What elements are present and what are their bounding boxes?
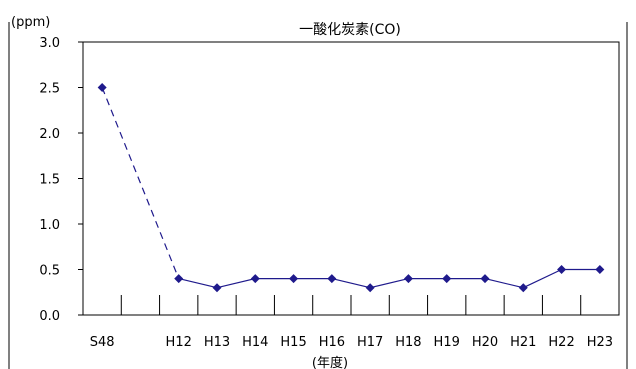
data-point-marker xyxy=(518,283,528,293)
x-tick-label: H15 xyxy=(280,335,306,350)
series-line-segment xyxy=(484,278,524,289)
y-tick-label: 2.5 xyxy=(39,82,60,97)
x-tick-label: H14 xyxy=(242,335,268,350)
x-tick-label: S48 xyxy=(90,335,115,350)
data-point-marker xyxy=(327,274,337,284)
y-tick-label: 3.0 xyxy=(39,36,60,51)
data-point-marker xyxy=(442,274,452,284)
data-point-marker xyxy=(595,265,605,274)
series-lines xyxy=(101,87,600,289)
y-tick-label: 2.0 xyxy=(39,127,60,142)
x-tick-label: H17 xyxy=(357,335,383,350)
data-point-marker xyxy=(365,283,375,293)
x-tick-label: H16 xyxy=(319,335,345,350)
series-line-segment xyxy=(370,278,409,289)
data-point-marker xyxy=(557,265,567,274)
plot-area-frame xyxy=(82,41,620,316)
series-line-segment xyxy=(331,278,371,289)
y-axis-unit-label: (ppm) xyxy=(11,15,50,30)
y-tick-label: 1.0 xyxy=(39,218,60,233)
series-line-segment xyxy=(216,278,256,289)
data-point-marker xyxy=(480,274,490,284)
series-markers xyxy=(97,83,605,293)
data-point-marker xyxy=(212,283,222,293)
x-tick-label: H19 xyxy=(434,335,460,350)
x-tick-label: H12 xyxy=(166,335,192,350)
x-axis-label: (年度) xyxy=(312,355,348,369)
x-tick-label: H20 xyxy=(472,335,498,350)
y-tick-label: 0.5 xyxy=(39,264,60,279)
chart-title: 一酸化炭素(CO) xyxy=(299,22,401,38)
y-tick-label: 1.5 xyxy=(39,173,60,188)
x-tick-label: H13 xyxy=(204,335,230,350)
data-point-marker xyxy=(289,274,299,284)
x-tick-label: H23 xyxy=(587,335,613,350)
y-axis-ticks: 0.0 0.5 1.0 1.5 2.0 2.5 3.0 xyxy=(39,36,83,324)
x-tick-label: H22 xyxy=(548,335,574,350)
data-point-marker xyxy=(174,274,184,284)
x-tick-label: H18 xyxy=(395,335,421,350)
y-tick-label: 0.0 xyxy=(39,309,60,324)
data-point-marker xyxy=(97,83,107,92)
series-dashed-segment xyxy=(101,87,180,279)
x-axis-ticks: S48 H12 H13 H14 H15 H16 H17 H18 H19 H20 H21 H22 H23 xyxy=(90,295,613,350)
series-line-segment xyxy=(523,268,562,289)
data-point-marker xyxy=(403,274,413,284)
x-tick-label: H21 xyxy=(510,335,536,350)
series-line-segment xyxy=(178,278,218,289)
data-point-marker xyxy=(250,274,260,284)
